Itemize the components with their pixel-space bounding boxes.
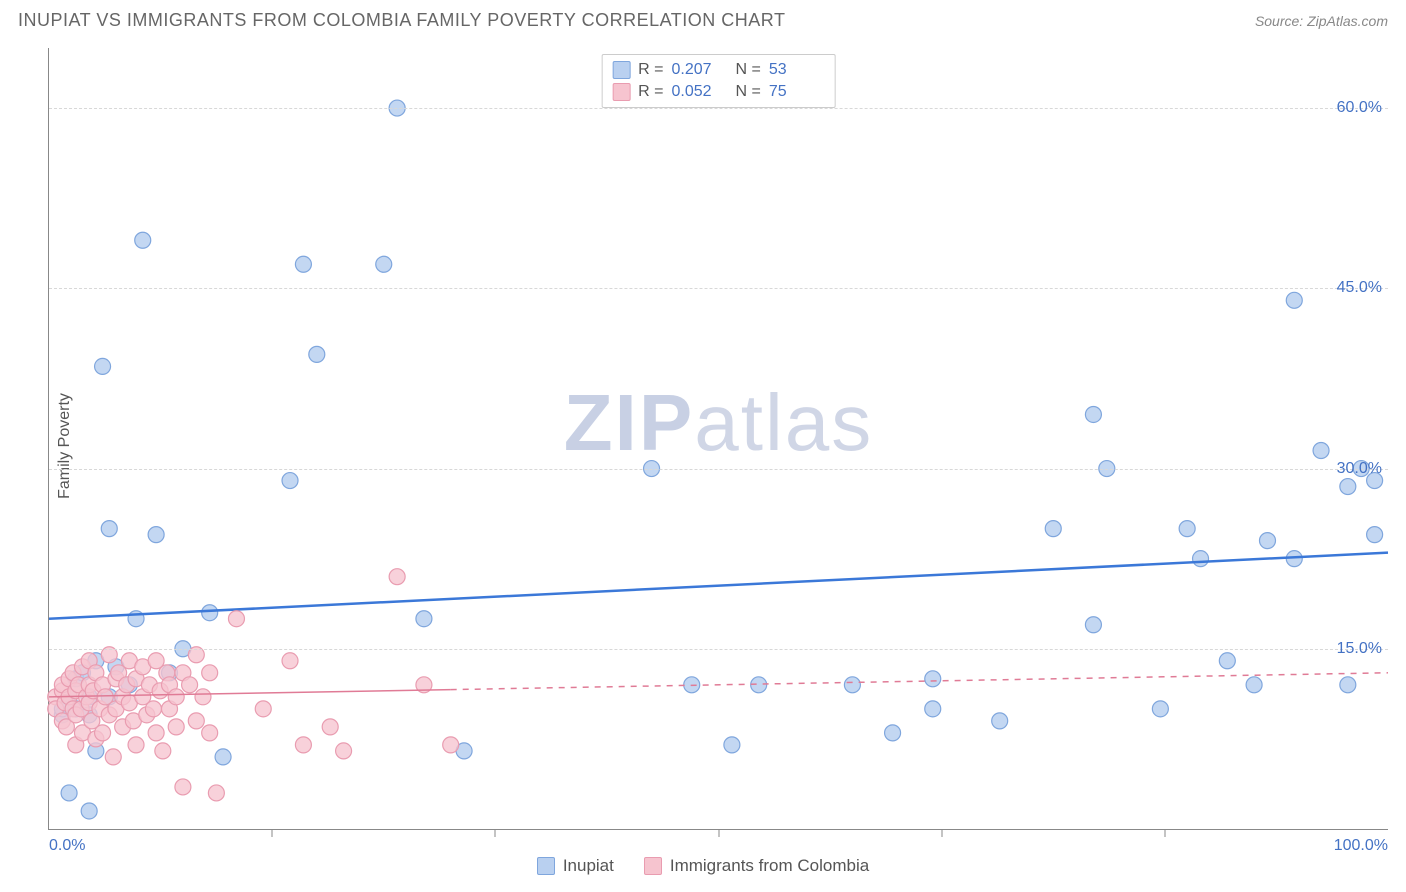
gridline [49,108,1388,109]
legend-n-value: 75 [769,83,825,101]
data-point [295,256,311,272]
data-point [1246,677,1262,693]
data-point [376,256,392,272]
data-point [416,611,432,627]
data-point [228,611,244,627]
data-point [1340,479,1356,495]
y-tick-label: 60.0% [1337,99,1382,117]
data-point [81,803,97,819]
x-tick-mark [1164,829,1165,837]
plot-svg [49,48,1388,829]
data-point [443,737,459,753]
legend-correlation-row: R = 0.207 N = 53 [612,59,825,81]
legend-series-label: Immigrants from Colombia [670,856,869,876]
x-tick-label: 100.0% [1334,837,1388,855]
legend-series-item: Inupiat [537,856,614,876]
data-point [1193,551,1209,567]
data-point [255,701,271,717]
x-tick-mark [272,829,273,837]
data-point [295,737,311,753]
legend-r-label: R = [638,83,663,101]
data-point [925,671,941,687]
legend-swatch [537,857,555,875]
data-point [215,749,231,765]
data-point [322,719,338,735]
legend-series-label: Inupiat [563,856,614,876]
legend-n-label: N = [736,83,761,101]
data-point [155,743,171,759]
legend-n-label: N = [736,61,761,79]
data-point [202,725,218,741]
data-point [844,677,860,693]
legend-r-label: R = [638,61,663,79]
data-point [148,527,164,543]
data-point [168,719,184,735]
data-point [61,785,77,801]
legend-correlation: R = 0.207 N = 53 R = 0.052 N = 75 [601,54,836,108]
legend-series-item: Immigrants from Colombia [644,856,869,876]
data-point [208,785,224,801]
data-point [1340,677,1356,693]
legend-r-value: 0.052 [672,83,728,101]
data-point [135,232,151,248]
data-point [101,521,117,537]
data-point [145,701,161,717]
data-point [885,725,901,741]
data-point [105,749,121,765]
y-tick-label: 30.0% [1337,460,1382,478]
data-point [992,713,1008,729]
data-point [1219,653,1235,669]
data-point [389,569,405,585]
data-point [1179,521,1195,537]
gridline [49,288,1388,289]
legend-swatch [612,61,630,79]
data-point [336,743,352,759]
header: INUPIAT VS IMMIGRANTS FROM COLOMBIA FAMI… [0,0,1406,37]
gridline [49,469,1388,470]
data-point [128,737,144,753]
chart-title: INUPIAT VS IMMIGRANTS FROM COLOMBIA FAMI… [18,10,785,31]
data-point [95,358,111,374]
trend-line [49,553,1388,619]
data-point [1045,521,1061,537]
data-point [148,725,164,741]
data-point [282,473,298,489]
data-point [282,653,298,669]
data-point [1085,617,1101,633]
data-point [188,713,204,729]
data-point [175,779,191,795]
x-tick-mark [941,829,942,837]
legend-swatch [644,857,662,875]
gridline [49,649,1388,650]
legend-r-value: 0.207 [672,61,728,79]
legend-series: Inupiat Immigrants from Colombia [0,856,1406,876]
y-tick-label: 45.0% [1337,279,1382,297]
data-point [1152,701,1168,717]
data-point [1259,533,1275,549]
data-point [182,677,198,693]
data-point [309,346,325,362]
legend-n-value: 53 [769,61,825,79]
data-point [202,605,218,621]
x-tick-mark [718,829,719,837]
source-label: Source: ZipAtlas.com [1255,13,1388,29]
data-point [168,689,184,705]
y-tick-label: 15.0% [1337,640,1382,658]
data-point [95,725,111,741]
data-point [925,701,941,717]
data-point [724,737,740,753]
data-point [1367,527,1383,543]
legend-swatch [612,83,630,101]
legend-correlation-row: R = 0.052 N = 75 [612,81,825,103]
data-point [1313,443,1329,459]
x-tick-label: 0.0% [49,837,85,855]
data-point [202,665,218,681]
data-point [1286,292,1302,308]
chart-area: ZIPatlas R =0.207N =53R =0.052N =75 15.0… [48,48,1388,830]
data-point [195,689,211,705]
x-tick-mark [495,829,496,837]
data-point [1085,406,1101,422]
